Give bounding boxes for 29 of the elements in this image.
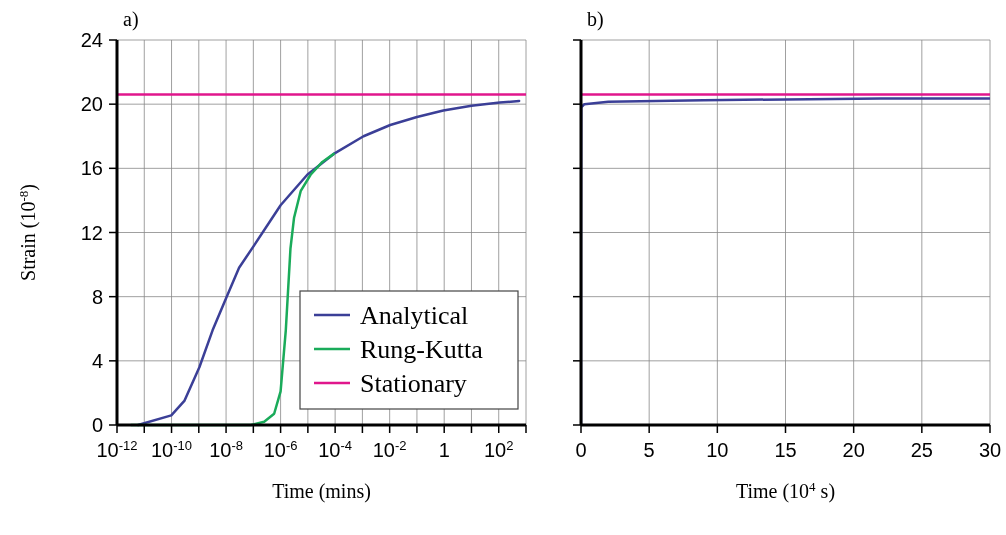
y-tick-label: 4 xyxy=(91,349,103,372)
x-tick-label: 30 xyxy=(978,439,1002,461)
x-tick-label: 15 xyxy=(774,439,797,461)
x-tick-label: 10$^{-2}$ xyxy=(372,437,407,461)
x-tick-label: 10$^{2}$ xyxy=(483,437,514,461)
x-tick-label: 10$^{-12}$ xyxy=(96,437,138,461)
x-axis-title: Time (mins) xyxy=(272,480,371,503)
x-axis-title: Time (10$^{4}$ s) xyxy=(735,478,836,503)
x-tick-label: 10$^{-4}$ xyxy=(318,437,353,461)
legend-label: Analytical xyxy=(360,301,469,330)
x-tick-label: 1 xyxy=(438,439,450,461)
y-tick-label: 0 xyxy=(91,414,103,436)
y-tick-label: 16 xyxy=(80,157,103,180)
x-tick-label: 10 xyxy=(706,439,729,461)
y-tick-label: 12 xyxy=(80,221,103,244)
y-tick-label: 24 xyxy=(80,29,103,51)
x-tick-label: 5 xyxy=(643,439,655,461)
x-tick-label: 10$^{-8}$ xyxy=(209,437,243,461)
x-tick-label: 25 xyxy=(910,439,933,461)
legend-label: Rung-Kutta xyxy=(360,335,484,364)
chart-title: a) xyxy=(123,8,139,31)
x-tick-label: 20 xyxy=(842,439,865,461)
x-tick-label: 10$^{-10}$ xyxy=(151,437,193,461)
x-tick-label: 10$^{-6}$ xyxy=(263,437,298,461)
chart-title: b) xyxy=(587,8,604,31)
legend-label: Stationary xyxy=(360,369,467,398)
y-tick-label: 8 xyxy=(91,285,103,308)
x-tick-label: 0 xyxy=(575,439,587,461)
y-tick-label: 20 xyxy=(80,93,103,116)
